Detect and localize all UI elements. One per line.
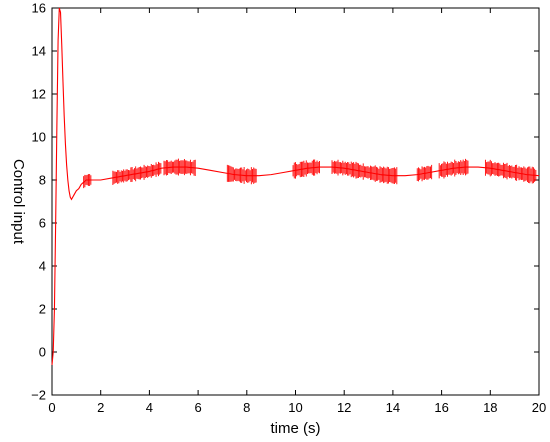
chattering-burst xyxy=(416,164,433,182)
chattering-burst xyxy=(83,173,92,189)
x-tick-label: 16 xyxy=(434,400,448,415)
x-tick-label: 6 xyxy=(194,400,201,415)
chattering-burst xyxy=(484,159,537,184)
y-tick-label: 16 xyxy=(32,1,46,16)
x-tick-label: 0 xyxy=(48,400,55,415)
y-tick-label: 2 xyxy=(39,302,46,317)
plot-area-frame xyxy=(51,7,540,396)
x-tick-label: 10 xyxy=(288,400,302,415)
x-tick-label: 20 xyxy=(532,400,546,415)
y-axis-label: Control input xyxy=(10,159,27,245)
ticks-group xyxy=(51,7,540,396)
x-tick-label: 2 xyxy=(97,400,104,415)
y-tick-label: 4 xyxy=(39,259,46,274)
y-tick-label: 14 xyxy=(32,44,46,59)
x-tick-label: 14 xyxy=(386,400,400,415)
y-tick-label: 12 xyxy=(32,87,46,102)
chattering-burst xyxy=(163,158,196,177)
chattering-burst xyxy=(226,164,257,185)
y-tick-label: 6 xyxy=(39,216,46,231)
chattering-burst xyxy=(112,161,162,186)
y-tick-label: −2 xyxy=(31,388,46,403)
series-layer xyxy=(51,7,540,365)
x-tick-label: 8 xyxy=(243,400,250,415)
y-tick-label: 8 xyxy=(39,173,46,188)
x-axis-label: time (s) xyxy=(271,420,321,437)
x-tick-label: 12 xyxy=(337,400,351,415)
chattering-burst xyxy=(292,159,320,179)
x-tick-label: 18 xyxy=(483,400,497,415)
chattering-burst xyxy=(438,158,469,179)
x-tick-label: 4 xyxy=(146,400,153,415)
y-tick-label: 0 xyxy=(39,345,46,360)
series-0 xyxy=(51,7,540,365)
chattering-burst xyxy=(331,159,398,185)
y-tick-label: 10 xyxy=(32,130,46,145)
